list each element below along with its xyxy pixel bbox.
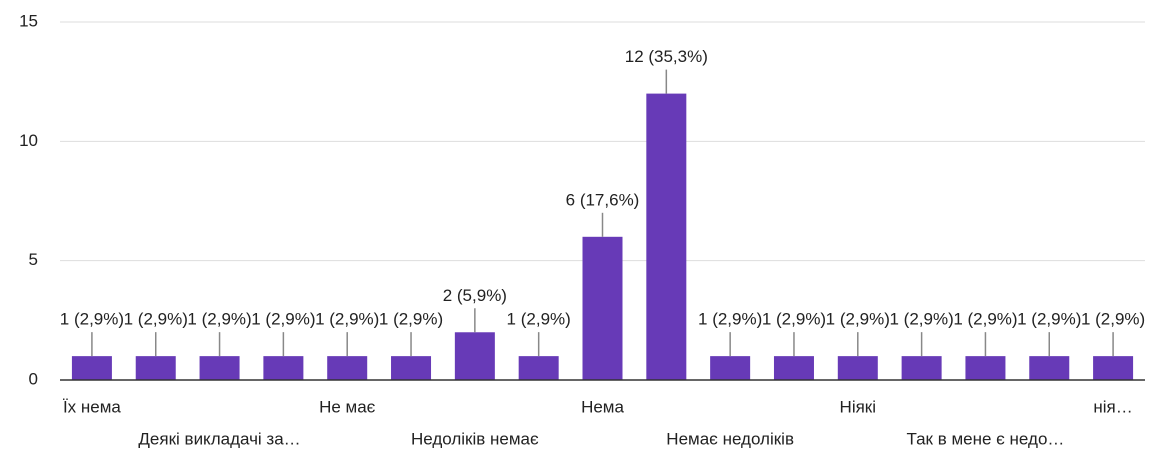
x-tick-label: Ніякі — [840, 397, 876, 416]
y-tick-label: 5 — [29, 250, 38, 269]
data-label: 1 (2,9%) — [698, 310, 762, 329]
data-label: 1 (2,9%) — [762, 310, 826, 329]
x-tick-label: Так в мене є недо… — [906, 429, 1064, 448]
data-label: 1 (2,9%) — [60, 310, 124, 329]
x-tick-label: Недоліків немає — [411, 429, 539, 448]
data-label: 1 (2,9%) — [1081, 310, 1145, 329]
data-label: 1 (2,9%) — [1017, 310, 1081, 329]
bar — [135, 356, 176, 380]
bar — [199, 356, 240, 380]
y-tick-label: 10 — [19, 131, 38, 150]
data-label: 1 (2,9%) — [251, 310, 315, 329]
bar — [1093, 356, 1134, 380]
data-label: 1 (2,9%) — [315, 310, 379, 329]
x-tick-label: Нема — [581, 397, 624, 416]
data-label: 1 (2,9%) — [379, 310, 443, 329]
data-label: 2 (5,9%) — [443, 286, 507, 305]
bar — [71, 356, 112, 380]
bar — [518, 356, 559, 380]
bar — [582, 236, 623, 380]
x-tick-label: Не має — [319, 397, 376, 416]
bar — [965, 356, 1006, 380]
data-label: 12 (35,3%) — [625, 47, 708, 66]
bar — [327, 356, 368, 380]
data-label: 1 (2,9%) — [507, 310, 571, 329]
bar — [901, 356, 942, 380]
bar — [646, 93, 687, 380]
x-tick-label: Деякі викладачі за… — [138, 429, 300, 448]
data-label: 1 (2,9%) — [124, 310, 188, 329]
bar — [1029, 356, 1070, 380]
y-tick-label: 0 — [29, 369, 38, 388]
bar — [837, 356, 878, 380]
x-tick-label: Їх нема — [63, 397, 121, 416]
bar — [710, 356, 751, 380]
data-label: 1 (2,9%) — [826, 310, 890, 329]
data-label: 1 (2,9%) — [953, 310, 1017, 329]
y-tick-label: 15 — [19, 11, 38, 30]
data-label: 1 (2,9%) — [187, 310, 251, 329]
bar — [773, 356, 814, 380]
x-tick-label: Немає недоліків — [666, 429, 794, 448]
bar — [454, 332, 495, 380]
bar — [263, 356, 304, 380]
data-label: 1 (2,9%) — [889, 310, 953, 329]
bar — [391, 356, 432, 380]
x-tick-label: нія… — [1093, 397, 1132, 416]
data-label: 6 (17,6%) — [566, 190, 640, 209]
